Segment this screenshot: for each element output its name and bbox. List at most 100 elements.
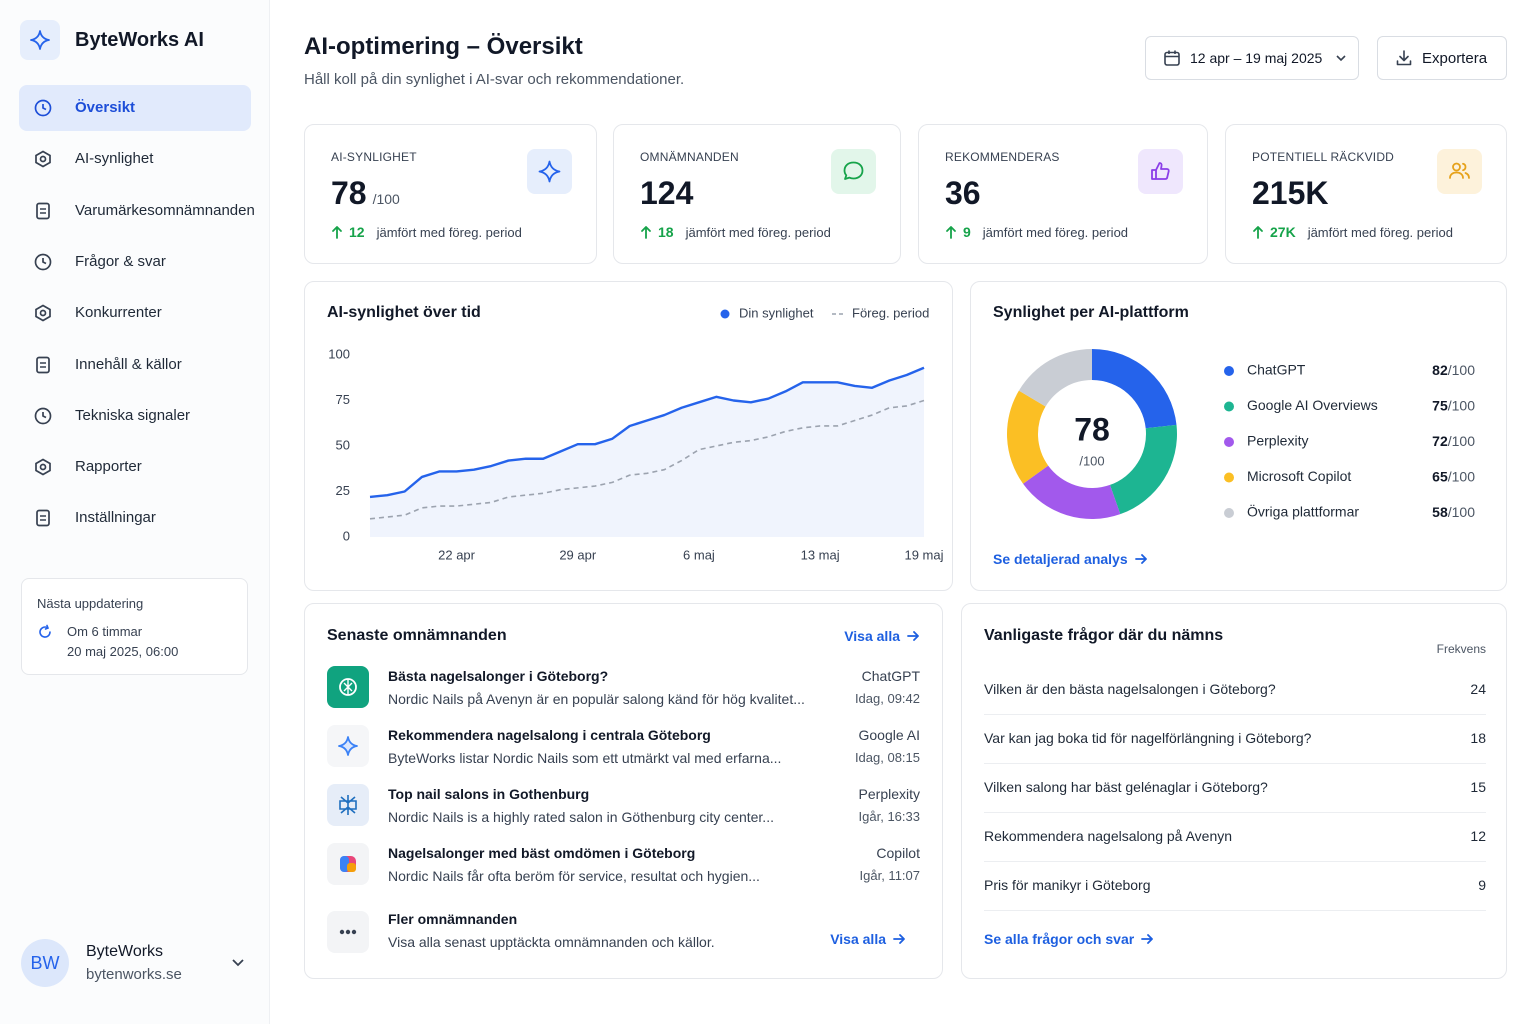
kpi-value-row: 215K — [1252, 175, 1329, 212]
question-text: Var kan jag boka tid för nagelförlängnin… — [984, 730, 1312, 746]
date-range-button[interactable]: 12 apr – 19 maj 2025 — [1145, 36, 1359, 80]
chevron-icon — [1336, 55, 1346, 62]
legend-swatch — [1224, 472, 1234, 483]
nav-item[interactable]: Frågor & svar — [19, 239, 251, 285]
legend-value: 58/100 — [1432, 504, 1475, 520]
sparkle-icon — [30, 30, 50, 50]
nav-label: Frågor & svar — [75, 252, 166, 270]
card-title: Vanligaste frågor där du nämns — [984, 627, 1224, 644]
arrow-icon — [907, 631, 919, 641]
legend-value-suffix: /100 — [1448, 397, 1475, 413]
legend-value-number: 65 — [1432, 468, 1448, 484]
row-separator — [984, 861, 1486, 862]
row-separator — [984, 763, 1486, 764]
donut-chart-card: Synlighet per AI-plattform ChatGPT 82/100 G… — [970, 281, 1507, 591]
users-icon — [1452, 162, 1461, 172]
nav-icon — [40, 515, 46, 522]
icon — [907, 631, 919, 641]
nav-item[interactable]: Rapporter — [19, 444, 251, 490]
date-range: 12 apr – 19 maj 2025 — [1190, 50, 1323, 66]
calendar-icon — [1164, 51, 1180, 66]
kpi-delta-row: 27K jämfört med föreg. period — [1252, 224, 1453, 240]
kpi-delta: 18 — [658, 224, 674, 240]
nav-icon — [42, 104, 47, 111]
icon — [36, 356, 50, 373]
mention-time: Igår, 16:33 — [858, 809, 920, 824]
questions-card: Vanligaste frågor där du nämns Frekvens Vi… — [961, 603, 1507, 979]
nav-label: Tekniska signaler — [75, 406, 191, 424]
source-icon-box — [327, 666, 369, 708]
question-text: Pris för manikyr i Göteborg — [984, 877, 1151, 893]
mention-row[interactable]: Top nail salons in Gothenburg Nordic Nail… — [305, 784, 942, 830]
icon — [641, 226, 651, 239]
legend-value-number: 72 — [1432, 433, 1448, 449]
legend-label: Föreg. period — [852, 305, 929, 320]
icon — [946, 226, 956, 239]
details-link[interactable]: Se detaljerad analys — [993, 551, 1148, 567]
icon — [1134, 554, 1147, 564]
donut-center-value: 78 — [1074, 411, 1110, 447]
icon — [1141, 934, 1154, 944]
export-button[interactable]: Exportera — [1377, 36, 1507, 80]
question-text: Vilken är den bästa nagelsalongen i Göte… — [984, 681, 1276, 697]
question-count: 12 — [1470, 828, 1486, 844]
column-header: Frekvens — [1436, 642, 1486, 656]
mention-row[interactable]: Nagelsalonger med bäst omdömen i Götebor… — [305, 843, 942, 889]
chart-title: Synlighet per AI-plattform — [993, 304, 1189, 321]
y-tick-label: 50 — [336, 437, 350, 452]
nav-item[interactable]: Varumärkesomnämnanden — [19, 188, 255, 234]
kpi-label: OMNÄMNANDEN — [640, 150, 739, 164]
more-icon-box — [327, 911, 369, 953]
update-date: 20 maj 2025, 06:00 — [67, 644, 179, 659]
area — [370, 367, 924, 537]
view-all-link[interactable]: Visa alla — [830, 931, 906, 947]
kpi-delta-row: 18 jämfört med föreg. period — [640, 224, 831, 240]
kpi-value: 215K — [1252, 175, 1329, 211]
nav-item[interactable]: Konkurrenter — [19, 290, 251, 336]
kpi-delta: 27K — [1270, 224, 1296, 240]
mention-time: Idag, 09:42 — [854, 691, 920, 706]
mention-snippet: ByteWorks listar Nordic Nails som ett ut… — [388, 750, 782, 766]
kpi-delta-row: 12 jämfört med föreg. period — [331, 224, 522, 240]
chat-icon — [843, 161, 864, 180]
nav-item[interactable]: Innehåll & källor — [19, 342, 251, 388]
icon — [35, 304, 51, 322]
all-questions-label: Se alla frågor och svar — [984, 931, 1135, 947]
nav-item[interactable]: Översikt — [19, 85, 251, 131]
update-title: Nästa uppdatering — [37, 596, 144, 611]
mention-row[interactable]: Rekommendera nagelsalong i centrala Göte… — [305, 725, 942, 771]
icon[interactable] — [231, 957, 245, 969]
nav-icon — [42, 257, 47, 265]
arrow-icon — [1134, 554, 1147, 564]
legend-label: Google AI Overviews — [1247, 397, 1378, 413]
users-icon — [1449, 162, 1470, 179]
nav-item[interactable]: AI-synlighet — [19, 136, 251, 182]
question-text: Rekommendera nagelsalong på Avenyn — [984, 828, 1233, 844]
x-tick-label: 6 maj — [683, 547, 715, 562]
calendar-icon — [1165, 50, 1179, 58]
mention-row[interactable]: Bästa nagelsalonger i Göteborg? Nordic Na… — [305, 666, 942, 712]
y-tick-label: 0 — [343, 528, 350, 543]
y-tick-label: 100 — [328, 346, 350, 361]
mentions-card: Senaste omnämnanden Visa alla Bästa nagels… — [304, 603, 943, 979]
x-tick-label: 22 apr — [438, 547, 476, 562]
user-name: ByteWorks — [86, 943, 164, 960]
avatar: BW — [21, 939, 69, 987]
view-all-link[interactable]: Visa alla — [844, 628, 920, 644]
kpi-note: jämfört med föreg. period — [1307, 224, 1453, 240]
nav-item[interactable]: Tekniska signaler — [19, 393, 251, 439]
icon — [339, 929, 357, 935]
icon — [1151, 162, 1170, 180]
donut-segment — [1018, 349, 1092, 407]
icon — [35, 150, 51, 168]
source-icon — [347, 863, 356, 872]
nav-icon — [39, 155, 47, 163]
nav-icon — [36, 202, 50, 219]
icon — [1336, 55, 1346, 62]
kpi-icon — [1138, 149, 1183, 194]
donut-segment — [1092, 349, 1177, 429]
user-domain: bytenworks.se — [86, 966, 182, 983]
nav-item[interactable]: Inställningar — [19, 495, 251, 541]
all-questions-link[interactable]: Se alla frågor och svar — [984, 931, 1154, 947]
mention-title: Rekommendera nagelsalong i centrala Göte… — [388, 727, 711, 743]
